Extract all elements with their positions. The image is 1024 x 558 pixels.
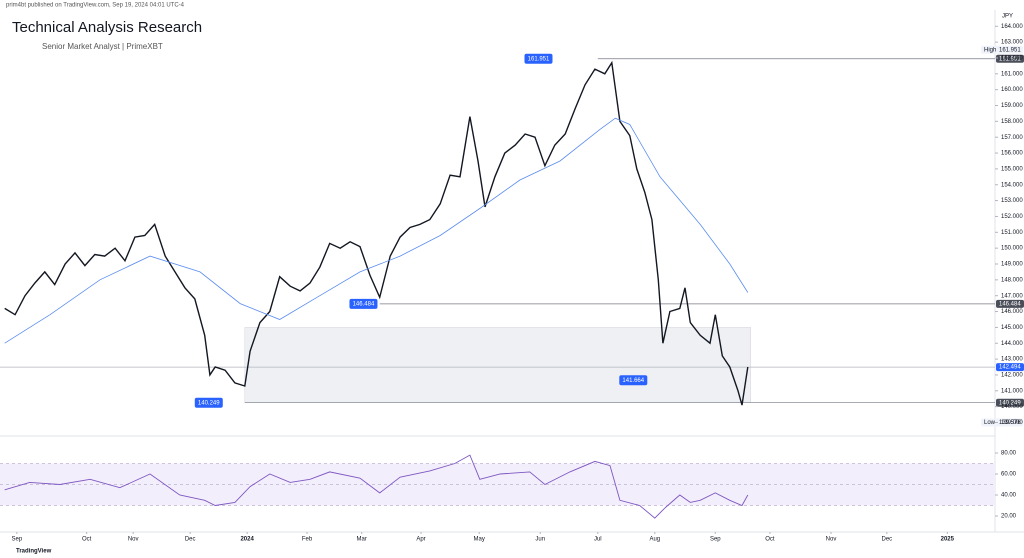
x-tick-label: Apr — [416, 537, 425, 543]
y-tick-label: 145.000 — [1001, 325, 1023, 331]
y-tick-label: 139.000 — [1001, 420, 1023, 426]
title: Technical Analysis Research — [12, 19, 202, 36]
y-tick-label: 143.000 — [1001, 357, 1023, 363]
x-tick-label: Sep — [12, 537, 23, 543]
extreme-value: 161.951 — [999, 47, 1021, 53]
extreme-name: Low — [984, 420, 996, 426]
y-tick-label: 161.000 — [1001, 71, 1023, 77]
y-tick-label: 151.000 — [1001, 230, 1023, 236]
byline: prim4bt published on TradingView.com, Se… — [6, 3, 185, 9]
price-line — [4, 117, 749, 344]
y-tick-label: 142.000 — [1001, 373, 1023, 379]
extreme-value: 139.576 — [999, 420, 1021, 426]
level-label-box — [996, 398, 1024, 407]
level-label: 146.484 — [999, 301, 1021, 307]
rsi-band — [0, 463, 995, 506]
level-label-box — [996, 299, 1024, 308]
x-tick-label: Dec — [185, 537, 196, 543]
y-tick-label: 156.000 — [1001, 151, 1023, 157]
x-tick-label: Sep — [710, 537, 721, 543]
extreme-name: High — [984, 47, 996, 53]
y-tick-label: 40.00 — [1001, 493, 1017, 499]
y-tick-label: 141.000 — [1001, 388, 1023, 394]
y-tick-label: 160.000 — [1001, 87, 1023, 93]
y-tick-label: 158.000 — [1001, 119, 1023, 125]
y-tick-label: 154.000 — [1001, 182, 1023, 188]
y-tick-label: 20.00 — [1001, 514, 1017, 520]
callout-label: 161.951 — [528, 56, 550, 62]
x-tick-label: Feb — [302, 537, 313, 543]
level-label: 140.249 — [999, 400, 1021, 406]
zone — [244, 327, 752, 403]
y-tick-label: 157.000 — [1001, 135, 1023, 141]
callout-box — [619, 375, 648, 386]
x-tick-label: Dec — [881, 537, 892, 543]
callout-box — [349, 298, 378, 309]
x-tick-label: Nov — [826, 537, 837, 543]
level-label-box — [996, 54, 1024, 63]
y-tick-label: 60.00 — [1001, 472, 1017, 478]
y-tick-label: 144.000 — [1001, 341, 1023, 347]
y-tick-label: 162.000 — [1001, 56, 1023, 62]
y-tick-label: 155.000 — [1001, 166, 1023, 172]
rsi-line — [4, 454, 749, 519]
callout-label: 141.664 — [622, 378, 644, 384]
x-tick-label: Jul — [594, 537, 602, 543]
x-tick-label: Aug — [649, 537, 660, 543]
x-tick-label: May — [474, 537, 485, 543]
y-tick-label: 153.000 — [1001, 198, 1023, 204]
extreme-box — [981, 418, 1023, 427]
x-tick-label: Oct — [765, 537, 775, 543]
y-tick-label: 163.000 — [1001, 40, 1023, 46]
y-tick-label: 140.000 — [1001, 404, 1023, 410]
x-tick-label: 2024 — [240, 537, 254, 543]
level-label: 142.494 — [999, 365, 1021, 371]
footer: TradingView — [16, 549, 52, 555]
callout-label: 140.249 — [198, 400, 220, 406]
callout-box — [524, 53, 553, 64]
x-tick-label: Nov — [128, 537, 139, 543]
y-tick-label: 164.000 — [1001, 24, 1023, 30]
y-tick-label: 80.00 — [1001, 451, 1017, 457]
level-label: 161.951 — [999, 56, 1021, 62]
x-tick-label: Oct — [82, 537, 92, 543]
y-tick-label: 159.000 — [1001, 103, 1023, 109]
y-tick-label: 152.000 — [1001, 214, 1023, 220]
y-tick-label: 148.000 — [1001, 277, 1023, 283]
y-tick-label: 147.000 — [1001, 293, 1023, 299]
price-line — [4, 60, 749, 406]
level-label-box — [996, 363, 1024, 372]
subtitle: Senior Market Analyst | PrimeXBT — [42, 42, 163, 51]
x-tick-label: Mar — [357, 537, 367, 543]
x-tick-label: Jun — [535, 537, 545, 543]
callout-box — [194, 397, 223, 408]
unit: JPY — [1002, 14, 1013, 20]
y-tick-label: 149.000 — [1001, 262, 1023, 268]
y-tick-label: 146.000 — [1001, 309, 1023, 315]
y-tick-label: 150.000 — [1001, 246, 1023, 252]
x-tick-label: 2025 — [941, 537, 955, 543]
extreme-box — [981, 45, 1023, 54]
callout-label: 146.484 — [353, 301, 375, 307]
